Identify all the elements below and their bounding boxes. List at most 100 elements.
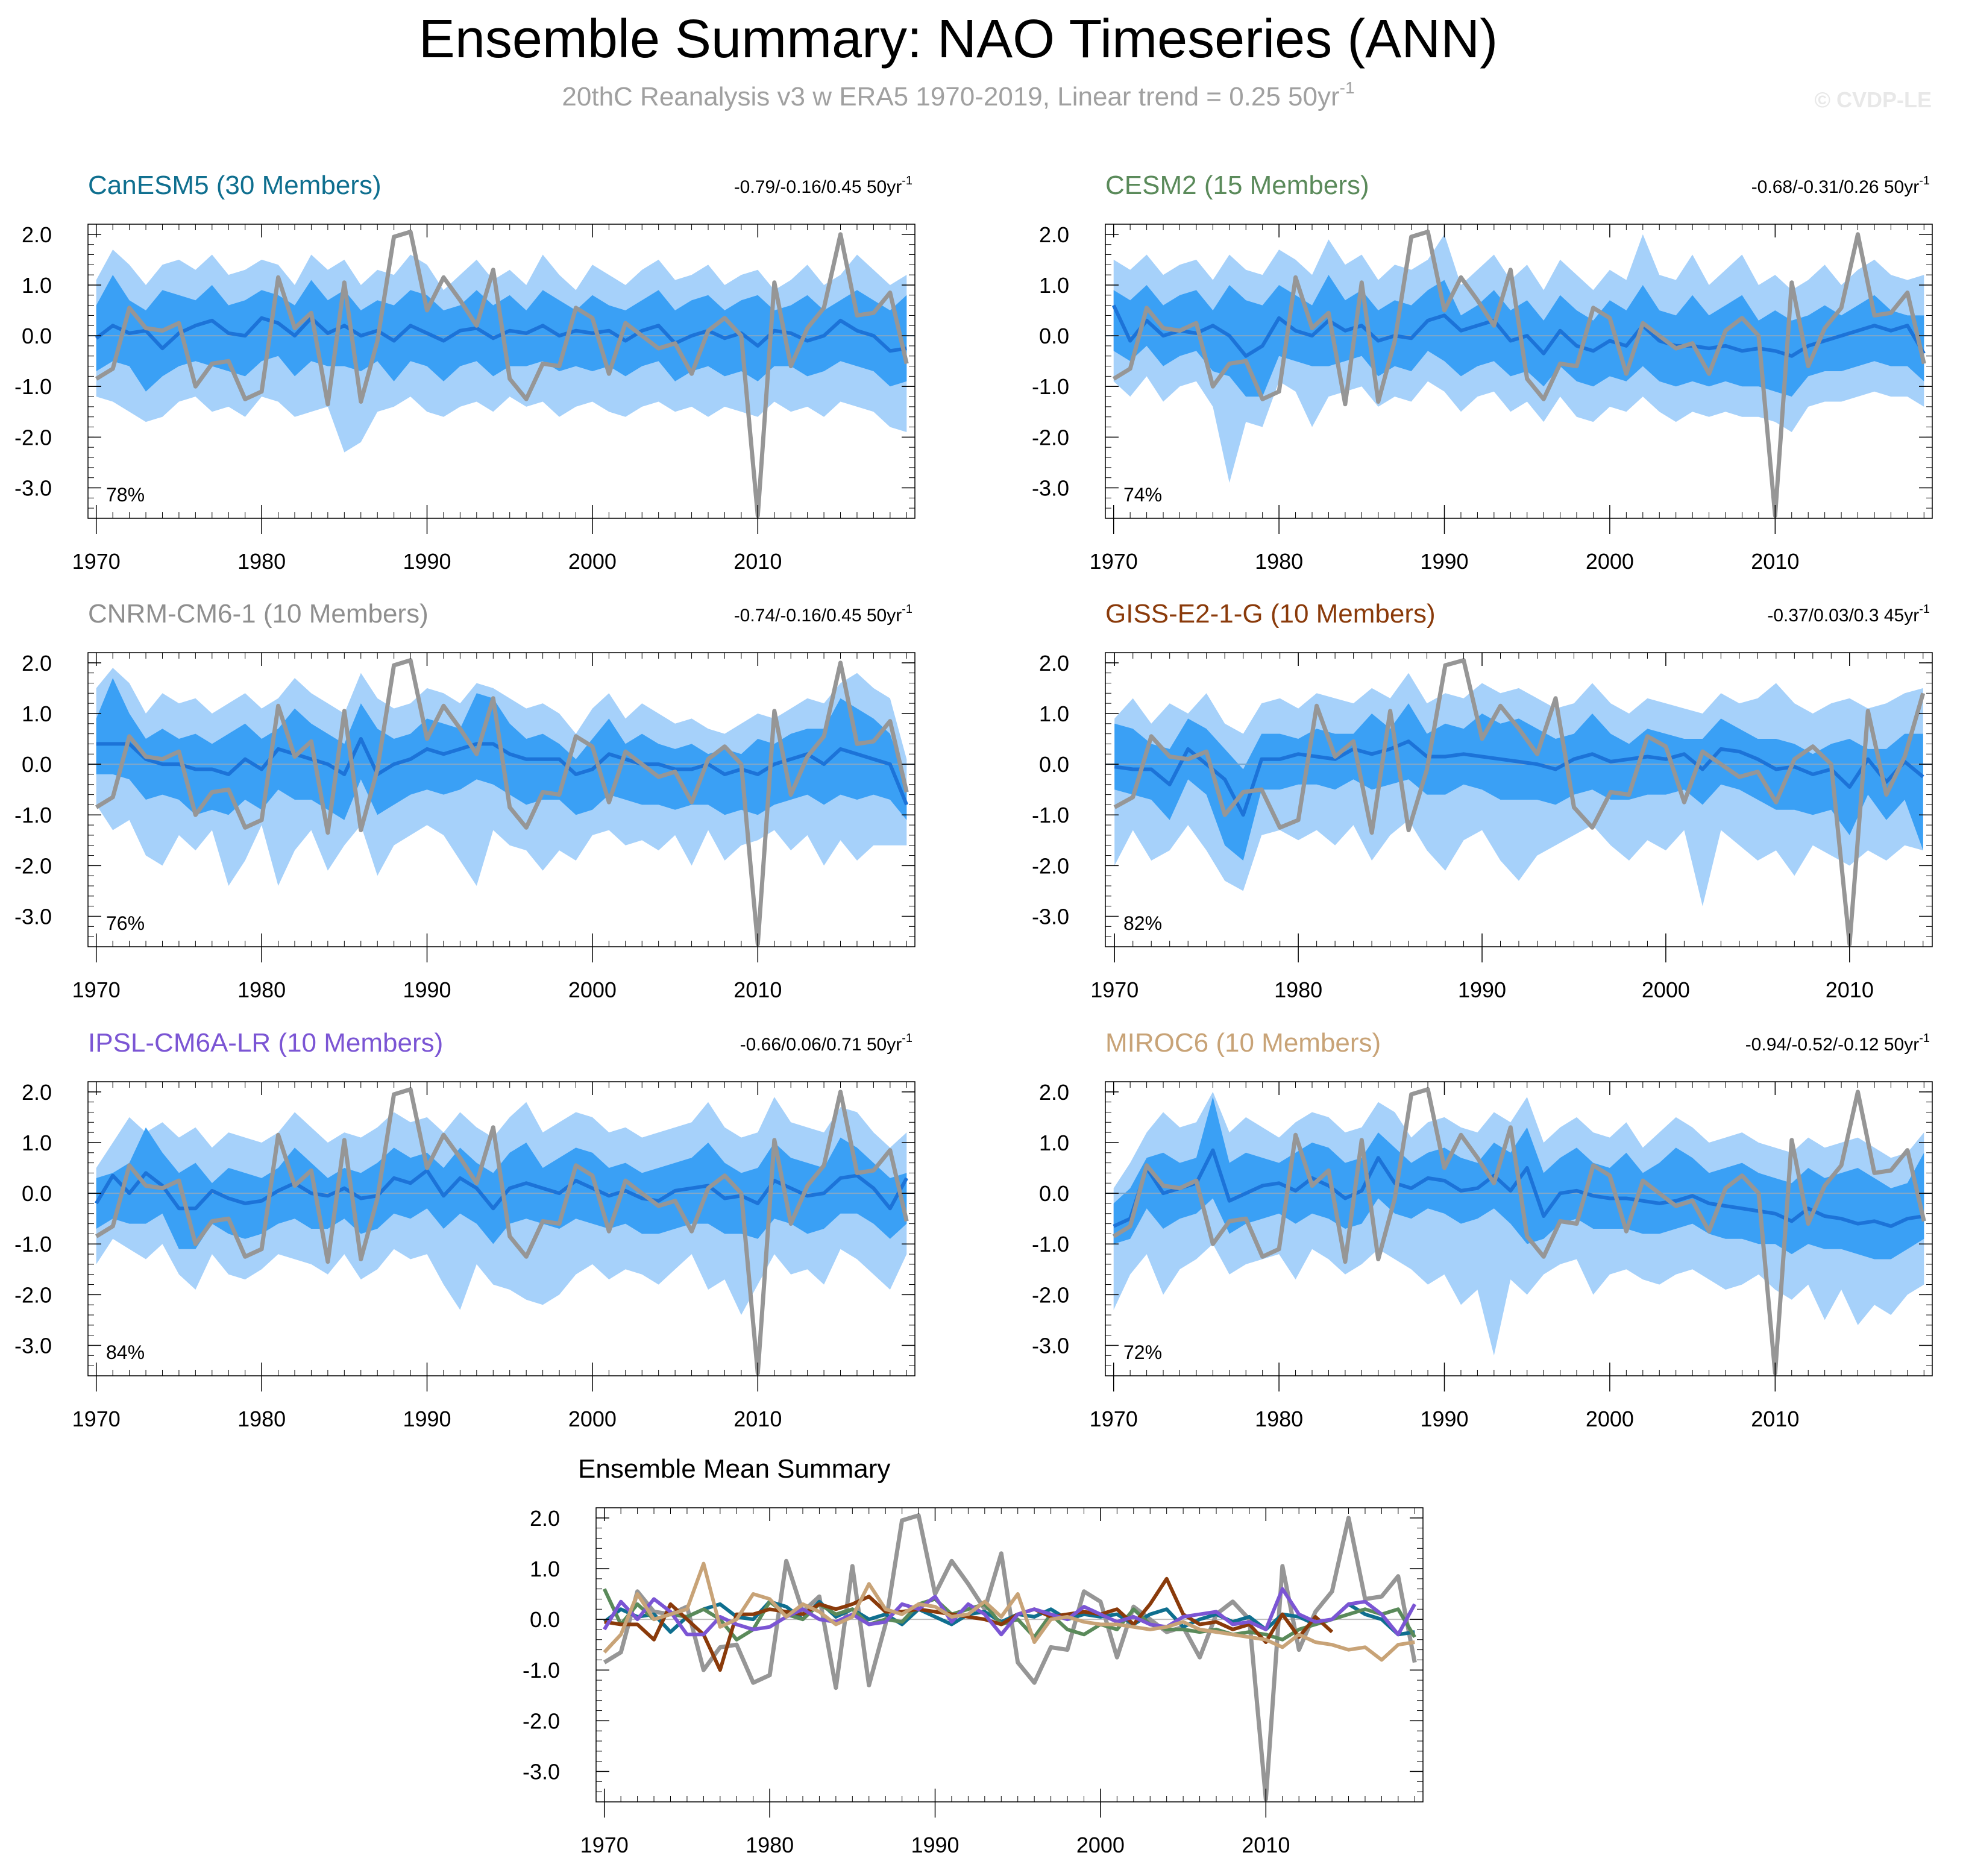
panel-trend-sup: -1	[1919, 1032, 1930, 1045]
y-tick-label: -2.0	[1032, 1282, 1069, 1307]
panel-trend-text: -0.37/0.03/0.3 45yr	[1767, 606, 1919, 626]
x-tick-label: 1990	[911, 1833, 959, 1857]
figure-subtitle-text: 20thC Reanalysis v3 w ERA5 1970-2019, Li…	[562, 82, 1339, 111]
y-tick-label: -2.0	[1032, 425, 1069, 450]
y-tick-label: 2.0	[22, 1080, 52, 1105]
y-tick-label: 2.0	[22, 222, 52, 247]
series-line-giss-e2-1-g	[604, 1576, 1334, 1672]
y-tick-label: -3.0	[14, 905, 52, 929]
panel-percentage: 82%	[1123, 912, 1162, 934]
panel-title: MIROC6 (10 Members)	[1105, 1028, 1381, 1058]
panel-trend: -0.94/-0.52/-0.12 50yr-1	[1745, 1032, 1930, 1055]
x-tick-label: 2010	[733, 977, 782, 1002]
x-tick-label: 1970	[72, 977, 121, 1002]
x-tick-label: 1970	[1090, 1407, 1138, 1431]
y-tick-label: -3.0	[1032, 1334, 1069, 1358]
plot-area	[1105, 230, 1932, 518]
y-tick-label: -2.0	[1032, 853, 1069, 878]
panel-giss: GISS-E2-1-G (10 Members) -0.37/0.03/0.3 4…	[1032, 599, 1933, 1002]
x-tick-label: 2000	[1586, 549, 1634, 574]
plot-area	[1105, 1087, 1932, 1376]
y-tick-label: -1.0	[14, 374, 52, 399]
x-tick-label: 2010	[733, 549, 782, 574]
x-tick-label: 1980	[237, 549, 286, 574]
x-tick-label: 2000	[568, 977, 617, 1002]
x-tick-label: 2010	[1751, 1407, 1799, 1431]
figure-subtitle-sup: -1	[1340, 78, 1355, 97]
x-tick-label: 2010	[1242, 1833, 1290, 1857]
y-tick-label: 1.0	[22, 701, 52, 726]
y-tick-label: 2.0	[1039, 651, 1069, 676]
series-line-miroc6	[603, 1561, 1415, 1662]
panel-frame	[1105, 224, 1933, 519]
x-tick-label: 1970	[72, 1407, 121, 1431]
x-tick-label: 1980	[237, 1407, 286, 1431]
y-tick-label: -1.0	[1032, 1232, 1069, 1256]
observations-line	[95, 658, 909, 947]
panel-trend-text: -0.94/-0.52/-0.12 50yr	[1745, 1035, 1920, 1055]
y-tick-label: 1.0	[22, 273, 52, 298]
figure-title: Ensemble Summary: NAO Timeseries (ANN)	[419, 9, 1498, 69]
y-tick-label: -3.0	[1032, 476, 1069, 501]
y-tick-label: 1.0	[1039, 1131, 1069, 1155]
x-tick-label: 2010	[1826, 977, 1874, 1002]
y-tick-label: 1.0	[22, 1131, 52, 1155]
panel-trend-sup: -1	[1919, 174, 1930, 187]
y-tick-label: -3.0	[523, 1760, 560, 1784]
plot-area	[88, 230, 915, 518]
x-tick-label: 1990	[403, 549, 451, 574]
x-tick-label: 1990	[403, 977, 451, 1002]
panel-cesm2: CESM2 (15 Members) -0.68/-0.31/0.26 50yr-…	[1032, 171, 1933, 574]
x-tick-label: 1970	[1090, 549, 1138, 574]
y-tick-label: 0.0	[22, 752, 52, 777]
inner-spread-band	[1114, 703, 1923, 861]
panel-title: IPSL-CM6A-LR (10 Members)	[88, 1028, 443, 1058]
panel-frame	[87, 652, 916, 947]
y-tick-label: -3.0	[14, 476, 52, 501]
y-tick-label: -2.0	[523, 1708, 560, 1733]
y-tick-label: 0.0	[1039, 1181, 1069, 1206]
panel-miroc6: MIROC6 (10 Members) -0.94/-0.52/-0.12 50y…	[1032, 1028, 1933, 1431]
panel-frame	[1105, 1081, 1933, 1376]
y-tick-label: 0.0	[1039, 752, 1069, 777]
plot-area	[88, 658, 915, 947]
y-tick-label: 2.0	[22, 651, 52, 676]
panel-trend: -0.68/-0.31/0.26 50yr-1	[1751, 174, 1930, 197]
panel-summary: Ensemble Mean Summary 2.0 1.0 0.0 -1.0 -2.0 -3…	[523, 1454, 1424, 1857]
observations-line	[1112, 1087, 1926, 1376]
y-tick-label: 2.0	[1039, 222, 1069, 247]
panel-frame	[87, 224, 916, 519]
panel-trend-text: -0.74/-0.16/0.45 50yr	[734, 606, 902, 626]
panel-canesm5: CanESM5 (30 Members) -0.79/-0.16/0.45 50y…	[14, 171, 916, 574]
x-tick-label: 2000	[1076, 1833, 1125, 1857]
x-tick-label: 2000	[1642, 977, 1690, 1002]
panel-trend: -0.79/-0.16/0.45 50yr-1	[734, 174, 912, 197]
y-tick-label: -1.0	[1032, 803, 1069, 827]
observations-line	[95, 230, 909, 518]
panel-trend-text: -0.68/-0.31/0.26 50yr	[1751, 177, 1920, 197]
y-tick-label: 2.0	[530, 1506, 560, 1531]
x-tick-label: 2010	[1751, 549, 1799, 574]
x-tick-label: 2000	[568, 1407, 617, 1431]
figure-subtitle: 20thC Reanalysis v3 w ERA5 1970-2019, Li…	[562, 78, 1354, 111]
y-tick-label: 0.0	[1039, 324, 1069, 348]
panel-title: CESM2 (15 Members)	[1105, 171, 1369, 200]
y-tick-label: -2.0	[14, 1282, 52, 1307]
observations-line	[1113, 658, 1926, 947]
panel-title: Ensemble Mean Summary	[578, 1454, 890, 1484]
plot-area	[88, 1087, 915, 1376]
panel-frame	[595, 1507, 1424, 1802]
panel-title: GISS-E2-1-G (10 Members)	[1105, 599, 1436, 629]
x-tick-label: 1980	[237, 977, 286, 1002]
x-tick-label: 1980	[1255, 1407, 1303, 1431]
x-tick-label: 2010	[733, 1407, 782, 1431]
x-tick-label: 1990	[1420, 1407, 1468, 1431]
x-tick-label: 1980	[746, 1833, 794, 1857]
panel-trend: -0.37/0.03/0.3 45yr-1	[1767, 603, 1930, 626]
panel-ipsl: IPSL-CM6A-LR (10 Members) -0.66/0.06/0.71…	[14, 1028, 916, 1431]
panel-trend-text: -0.79/-0.16/0.45 50yr	[734, 177, 902, 197]
y-tick-label: -2.0	[14, 425, 52, 450]
panel-percentage: 84%	[106, 1341, 145, 1363]
x-tick-label: 1990	[1458, 977, 1506, 1002]
